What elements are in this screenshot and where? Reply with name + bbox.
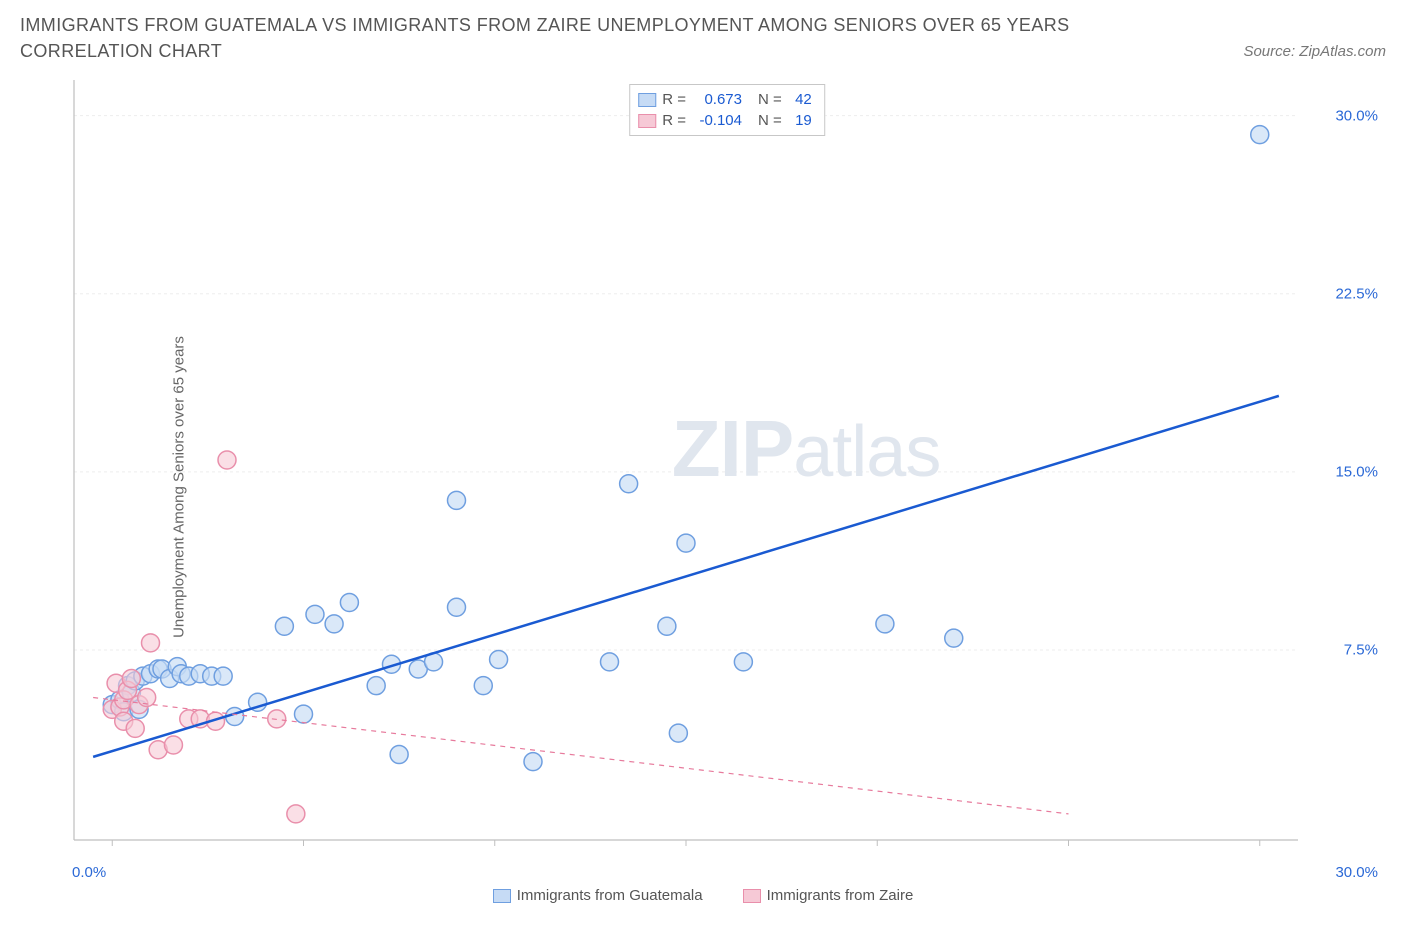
header: IMMIGRANTS FROM GUATEMALA VS IMMIGRANTS … [20,12,1386,64]
source-label: Source: ZipAtlas.com [1243,43,1386,60]
legend-swatch [638,93,656,107]
y-tick-label: 30.0% [1335,107,1378,124]
legend-item: Immigrants from Guatemala [493,887,703,904]
legend-row: R = -0.104 N = 19 [638,110,812,131]
legend-row: R = 0.673 N = 42 [638,89,812,110]
y-tick-label: 15.0% [1335,464,1378,481]
legend-swatch [493,889,511,903]
legend-swatch [638,114,656,128]
scatter-chart [68,70,1368,860]
series-legend: Immigrants from Guatemala Immigrants from… [20,887,1386,904]
x-axis-range: 0.0% 30.0% [20,864,1386,881]
legend-item: Immigrants from Zaire [743,887,914,904]
x-max-label: 30.0% [1335,864,1378,881]
y-tick-label: 7.5% [1344,642,1378,659]
chart-area: Unemployment Among Seniors over 65 years… [20,70,1386,904]
x-min-label: 0.0% [72,864,106,881]
stats-legend: R = 0.673 N = 42 R = -0.104 N = 19 [629,84,825,136]
legend-swatch [743,889,761,903]
chart-title: IMMIGRANTS FROM GUATEMALA VS IMMIGRANTS … [20,12,1120,64]
y-tick-label: 22.5% [1335,285,1378,302]
